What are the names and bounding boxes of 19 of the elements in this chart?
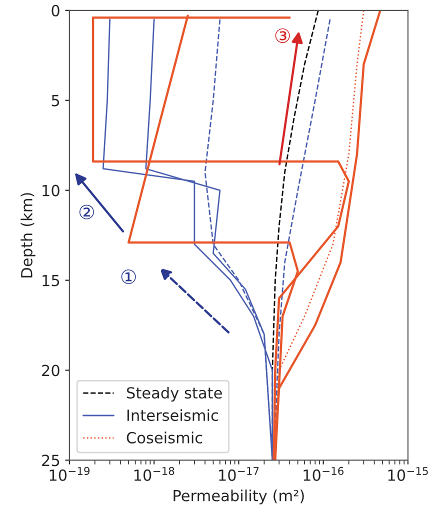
y-tick-label: 0 bbox=[52, 4, 60, 16]
x-tick-label: 10$^{−19}$ bbox=[50, 466, 90, 481]
annotation: ③ bbox=[275, 28, 290, 43]
y-tick-label: 20 bbox=[42, 364, 60, 376]
annotation: ② bbox=[79, 204, 94, 220]
y-axis-title: Depth (km) bbox=[20, 193, 36, 278]
legend-label: Steady state bbox=[126, 386, 222, 402]
y-tick-label: 25 bbox=[42, 454, 60, 466]
x-tick-label: 10$^{−15}$ bbox=[388, 467, 428, 481]
x-tick-label: 10$^{−18}$ bbox=[134, 466, 174, 481]
y-tick-label: 10 bbox=[42, 184, 60, 196]
y-tick-label: 15 bbox=[42, 274, 60, 286]
legend-label: Interseismic bbox=[127, 409, 218, 422]
annotation: ① bbox=[121, 269, 136, 284]
legend-label: Coseismic bbox=[126, 432, 202, 444]
y-tick-label: 5 bbox=[52, 95, 60, 106]
x-axis-title: Permeability (m²) bbox=[174, 490, 304, 504]
x-tick-label: 10$^{−17}$ bbox=[219, 467, 259, 481]
x-tick-label: 10$^{−16}$ bbox=[304, 466, 344, 481]
